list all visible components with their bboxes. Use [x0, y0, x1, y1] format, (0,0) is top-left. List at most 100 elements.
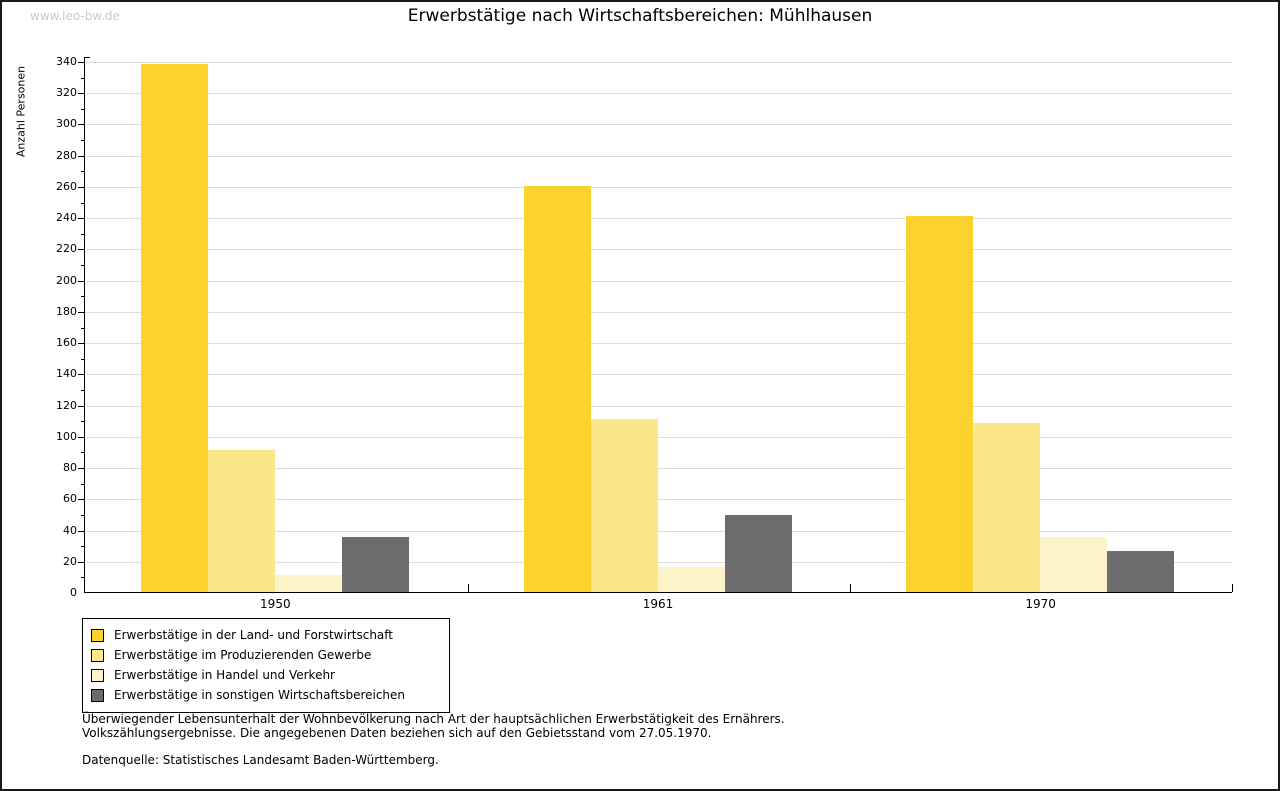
- y-tick-label: 340: [56, 55, 77, 68]
- gridline: [85, 124, 1232, 126]
- legend-swatch-icon: [91, 688, 104, 702]
- y-tick-label: 140: [56, 367, 77, 381]
- y-minor-tick: [81, 233, 84, 235]
- gridline: [85, 155, 1232, 157]
- y-tick-label: 20: [63, 554, 77, 568]
- legend-item-1: Erwerbstätige in der Land- und Forstwirt…: [91, 625, 439, 645]
- y-major-tick: [78, 124, 84, 126]
- y-tick-label: 280: [56, 148, 77, 162]
- y-major-tick: [78, 436, 84, 438]
- bar-1950-series-4: [342, 537, 409, 592]
- legend-label: Erwerbstätige im Produzierenden Gewerbe: [114, 648, 372, 662]
- y-major-tick: [78, 561, 84, 563]
- legend-swatch-icon: [91, 628, 104, 642]
- y-tick-label: 60: [63, 492, 77, 506]
- y-major-tick: [78, 186, 84, 188]
- bar-1961-series-1: [523, 185, 591, 592]
- legend-item-2: Erwerbstätige im Produzierenden Gewerbe: [91, 645, 439, 665]
- y-minor-tick: [81, 483, 84, 485]
- bar-1970-series-2: [973, 423, 1041, 592]
- y-minor-tick: [81, 514, 84, 516]
- y-major-tick: [78, 155, 84, 157]
- footnote-text: Überwiegender Lebensunterhalt der Wohnbe…: [82, 712, 785, 740]
- y-tick-label: 260: [56, 179, 77, 193]
- y-tick-label: 220: [56, 242, 77, 256]
- y-tick-label: 100: [56, 429, 77, 443]
- y-major-tick: [78, 374, 84, 376]
- legend-swatch-icon: [91, 668, 104, 682]
- y-minor-tick: [81, 421, 84, 423]
- y-minor-tick: [81, 546, 84, 548]
- bar-1961-series-4: [724, 515, 792, 592]
- y-tick-label: 0: [70, 586, 77, 599]
- y-minor-tick: [81, 140, 84, 142]
- y-major-tick: [78, 405, 84, 407]
- y-major-tick: [78, 311, 84, 313]
- gridline: [85, 436, 1232, 438]
- gridline: [85, 93, 1232, 95]
- legend-label: Erwerbstätige in Handel und Verkehr: [114, 668, 335, 682]
- gridline: [85, 62, 1232, 63]
- y-tick-label: 80: [63, 461, 77, 475]
- legend-label: Erwerbstätige in der Land- und Forstwirt…: [114, 628, 393, 642]
- legend: Erwerbstätige in der Land- und Forstwirt…: [82, 618, 450, 713]
- y-tick-label: 300: [56, 117, 77, 131]
- y-minor-tick: [81, 452, 84, 454]
- bar-1970-series-3: [1040, 537, 1108, 592]
- y-minor-tick: [81, 389, 84, 391]
- plot-area: 20 40 60 80 100 120 140 160 180 200 220 240 260 280 30…: [56, 55, 1233, 599]
- bar-1950-series-3: [275, 574, 342, 592]
- gridline: [85, 468, 1232, 470]
- data-source: Datenquelle: Statistisches Landesamt Bad…: [82, 753, 439, 767]
- gridline: [85, 530, 1232, 532]
- y-minor-tick: [81, 77, 84, 79]
- x-boundary-tick: [467, 584, 469, 592]
- y-tick-label: 320: [56, 86, 77, 100]
- x-category-label: 1961: [642, 597, 674, 611]
- footnote-line-2: Volkszählungsergebnisse. Die angegebenen…: [82, 726, 712, 740]
- gridline: [85, 499, 1232, 501]
- y-minor-tick: [81, 265, 84, 267]
- y-major-tick: [78, 62, 84, 63]
- y-minor-tick: [81, 202, 84, 204]
- y-major-tick: [78, 343, 84, 345]
- y-major-tick: [78, 93, 84, 95]
- bar-1950-series-1: [141, 64, 208, 592]
- y-axis-title: Anzahl Personen: [14, 65, 28, 158]
- gridline: [85, 405, 1232, 407]
- y-tick-label: 40: [63, 523, 77, 537]
- y-tick-label: 200: [56, 273, 77, 287]
- bar-1961-series-2: [590, 418, 658, 592]
- bar-1970-series-1: [906, 215, 974, 592]
- gridline: [85, 218, 1232, 220]
- y-minor-tick: [81, 296, 84, 298]
- legend-item-4: Erwerbstätige in sonstigen Wirtschaftsbe…: [91, 685, 439, 705]
- y-minor-tick: [81, 358, 84, 360]
- y-major-tick: [78, 468, 84, 470]
- y-minor-tick: [81, 327, 84, 329]
- y-tick-label: 120: [56, 398, 77, 412]
- y-tick-label: 180: [56, 304, 77, 318]
- y-tick-label: 160: [56, 336, 77, 350]
- x-boundary-tick: [850, 584, 852, 592]
- gridline: [85, 343, 1232, 345]
- gridline: [85, 280, 1232, 282]
- bar-1970-series-4: [1107, 551, 1175, 592]
- chart-title: Erwerbstätige nach Wirtschaftsbereichen:…: [407, 6, 873, 26]
- gridline: [85, 249, 1232, 251]
- y-major-tick: [78, 249, 84, 251]
- y-axis-end-cap: [85, 57, 90, 58]
- gridline: [85, 561, 1232, 563]
- legend-swatch-icon: [91, 648, 104, 662]
- footnote-line-1: Überwiegender Lebensunterhalt der Wohnbe…: [82, 712, 785, 726]
- y-tick-label: 240: [56, 211, 77, 225]
- x-category-label: 1970: [1025, 597, 1056, 611]
- gridline: [85, 186, 1232, 188]
- y-major-tick: [78, 280, 84, 282]
- y-minor-tick: [81, 171, 84, 173]
- bar-1961-series-3: [657, 567, 725, 592]
- y-minor-tick: [81, 108, 84, 110]
- x-category-label: 1950: [260, 597, 291, 611]
- gridline: [85, 374, 1232, 376]
